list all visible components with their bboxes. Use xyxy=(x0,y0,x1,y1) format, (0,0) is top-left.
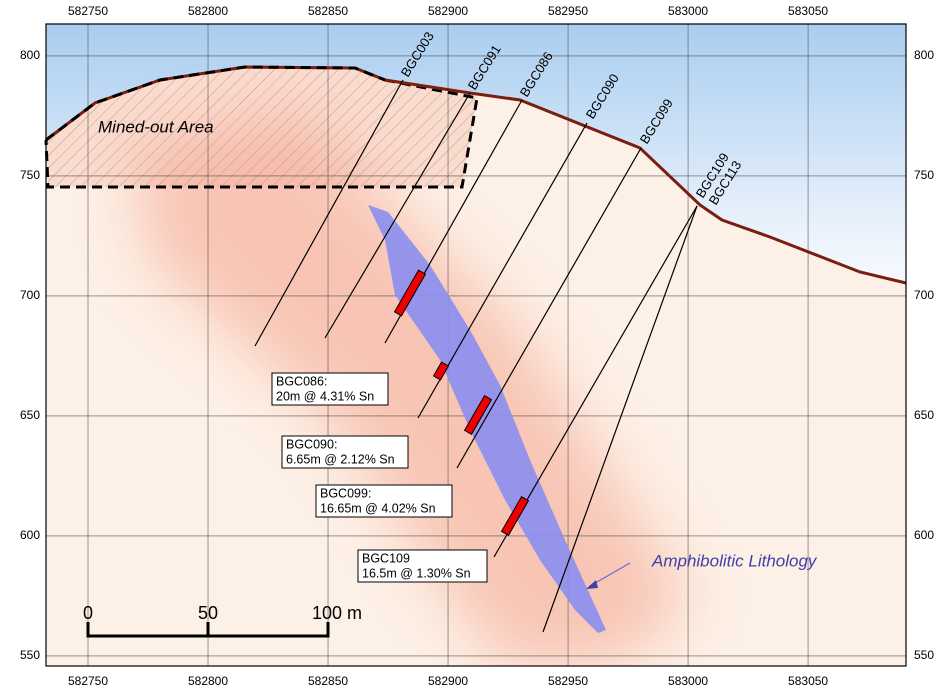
intercept-boxes: BGC086:20m @ 4.31% Sn BGC090:6.65m @ 2.12… xyxy=(271,372,488,583)
lithology-label: Amphibolitic Lithology xyxy=(651,551,818,570)
scale-bar: 0 50 100 m xyxy=(83,603,362,638)
intercept-box xyxy=(315,484,453,518)
intercept-result: 16.5m @ 1.30% Sn xyxy=(362,566,471,580)
x-tick-label: 583000 xyxy=(668,674,708,688)
arrow xyxy=(589,562,631,587)
x-tick-label: 582750 xyxy=(68,674,108,688)
x-tick-label: 583000 xyxy=(668,4,708,18)
intercept-result: 6.65m @ 2.12% Sn xyxy=(286,452,395,466)
y-tick-label: 550 xyxy=(20,648,40,662)
arrow-head xyxy=(586,580,598,589)
x-tick-label: 582900 xyxy=(428,4,468,18)
x-tick-label: 582850 xyxy=(308,4,348,18)
y-tick-label: 600 xyxy=(20,528,40,542)
x-tick-label: 583050 xyxy=(788,674,828,688)
y-tick-label: 650 xyxy=(20,408,40,422)
mined-out-label: Mined-out Area xyxy=(98,117,214,136)
y-tick-label: 700 xyxy=(914,288,934,302)
intercept-box xyxy=(281,435,409,469)
x-tick-label: 582850 xyxy=(308,674,348,688)
x-tick-label: 583050 xyxy=(788,4,828,18)
intercept-hole: BGC090: xyxy=(286,437,337,451)
ore-body xyxy=(368,205,606,633)
x-tick-label: 582950 xyxy=(548,674,588,688)
x-tick-label: 582950 xyxy=(548,4,588,18)
intercept-hole: BGC109 xyxy=(362,551,410,565)
y-tick-label: 650 xyxy=(914,408,934,422)
x-tick-label: 582800 xyxy=(188,4,228,18)
y-tick-label: 600 xyxy=(914,528,934,542)
intercepts xyxy=(393,269,530,537)
scale-label: 100 m xyxy=(312,603,362,623)
intercept-hole: BGC086: xyxy=(276,374,327,388)
y-tick-label: 750 xyxy=(20,168,40,182)
scale-label: 0 xyxy=(83,603,93,623)
scale-label: 50 xyxy=(198,603,218,623)
x-tick-label: 582800 xyxy=(188,674,228,688)
mined-out-top xyxy=(45,65,386,142)
y-tick-label: 800 xyxy=(20,48,40,62)
y-tick-label: 750 xyxy=(914,168,934,182)
y-tick-label: 550 xyxy=(914,648,934,662)
y-tick-label: 700 xyxy=(20,288,40,302)
x-tick-label: 582900 xyxy=(428,674,468,688)
intercept-result: 20m @ 4.31% Sn xyxy=(276,389,374,403)
x-tick-label: 582750 xyxy=(68,4,108,18)
intercept-box xyxy=(357,549,488,583)
frame xyxy=(45,23,907,667)
y-tick-label: 800 xyxy=(914,48,934,62)
intercept-hole: BGC099: xyxy=(320,486,371,500)
mined-out-boundary xyxy=(44,78,479,189)
intercept-result: 16.65m @ 4.02% Sn xyxy=(320,501,436,515)
intercept-box xyxy=(271,372,389,406)
